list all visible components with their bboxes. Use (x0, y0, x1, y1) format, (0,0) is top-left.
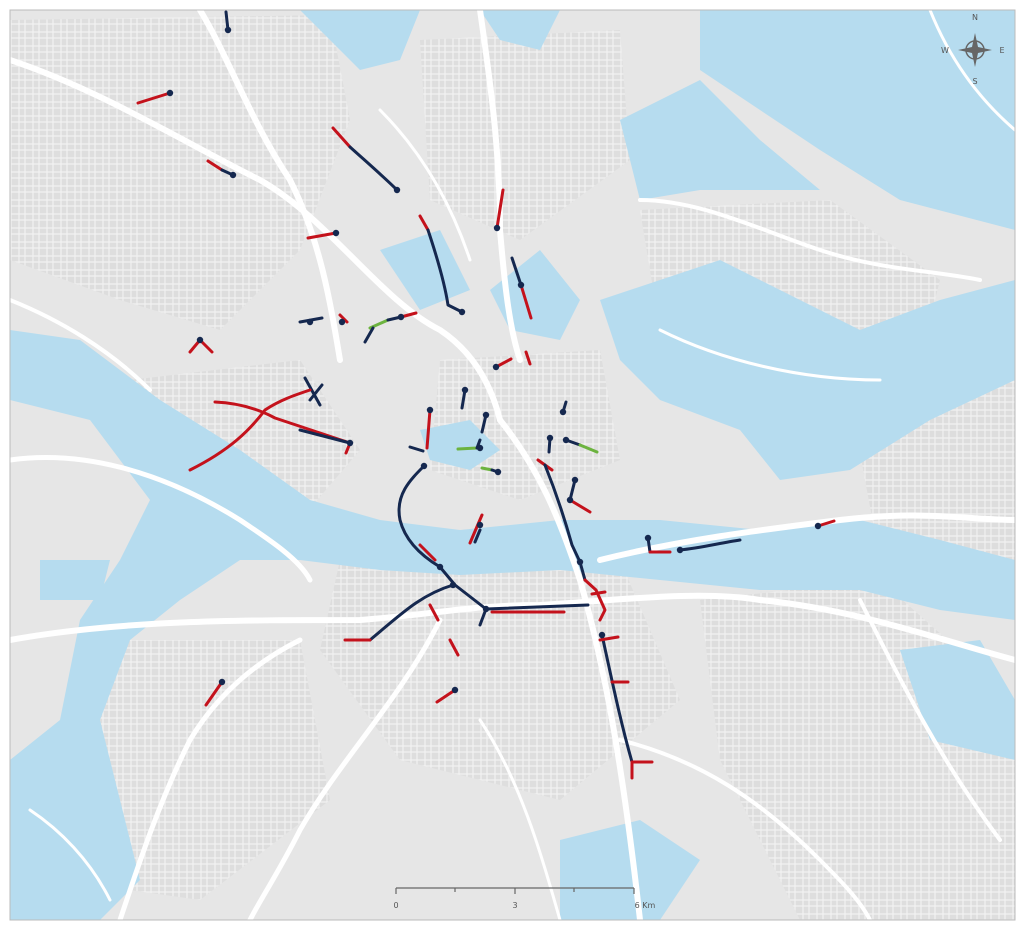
scale-label: 3 (512, 901, 517, 910)
segments (136, 10, 836, 780)
scale-bar: 0 3 6 Km (393, 887, 656, 910)
map-frame (9, 9, 1016, 921)
scale-label: 0 (393, 901, 398, 910)
water (10, 10, 1015, 920)
roads (10, 10, 1015, 920)
endpoints (166, 26, 822, 694)
compass-south: S (972, 77, 977, 86)
map-body (10, 10, 1015, 920)
compass: N E S W (941, 13, 1004, 86)
compass-north: N (972, 13, 978, 22)
compass-east: E (999, 46, 1004, 55)
compass-west: W (941, 46, 949, 55)
scale-label: 6 Km (635, 901, 656, 910)
